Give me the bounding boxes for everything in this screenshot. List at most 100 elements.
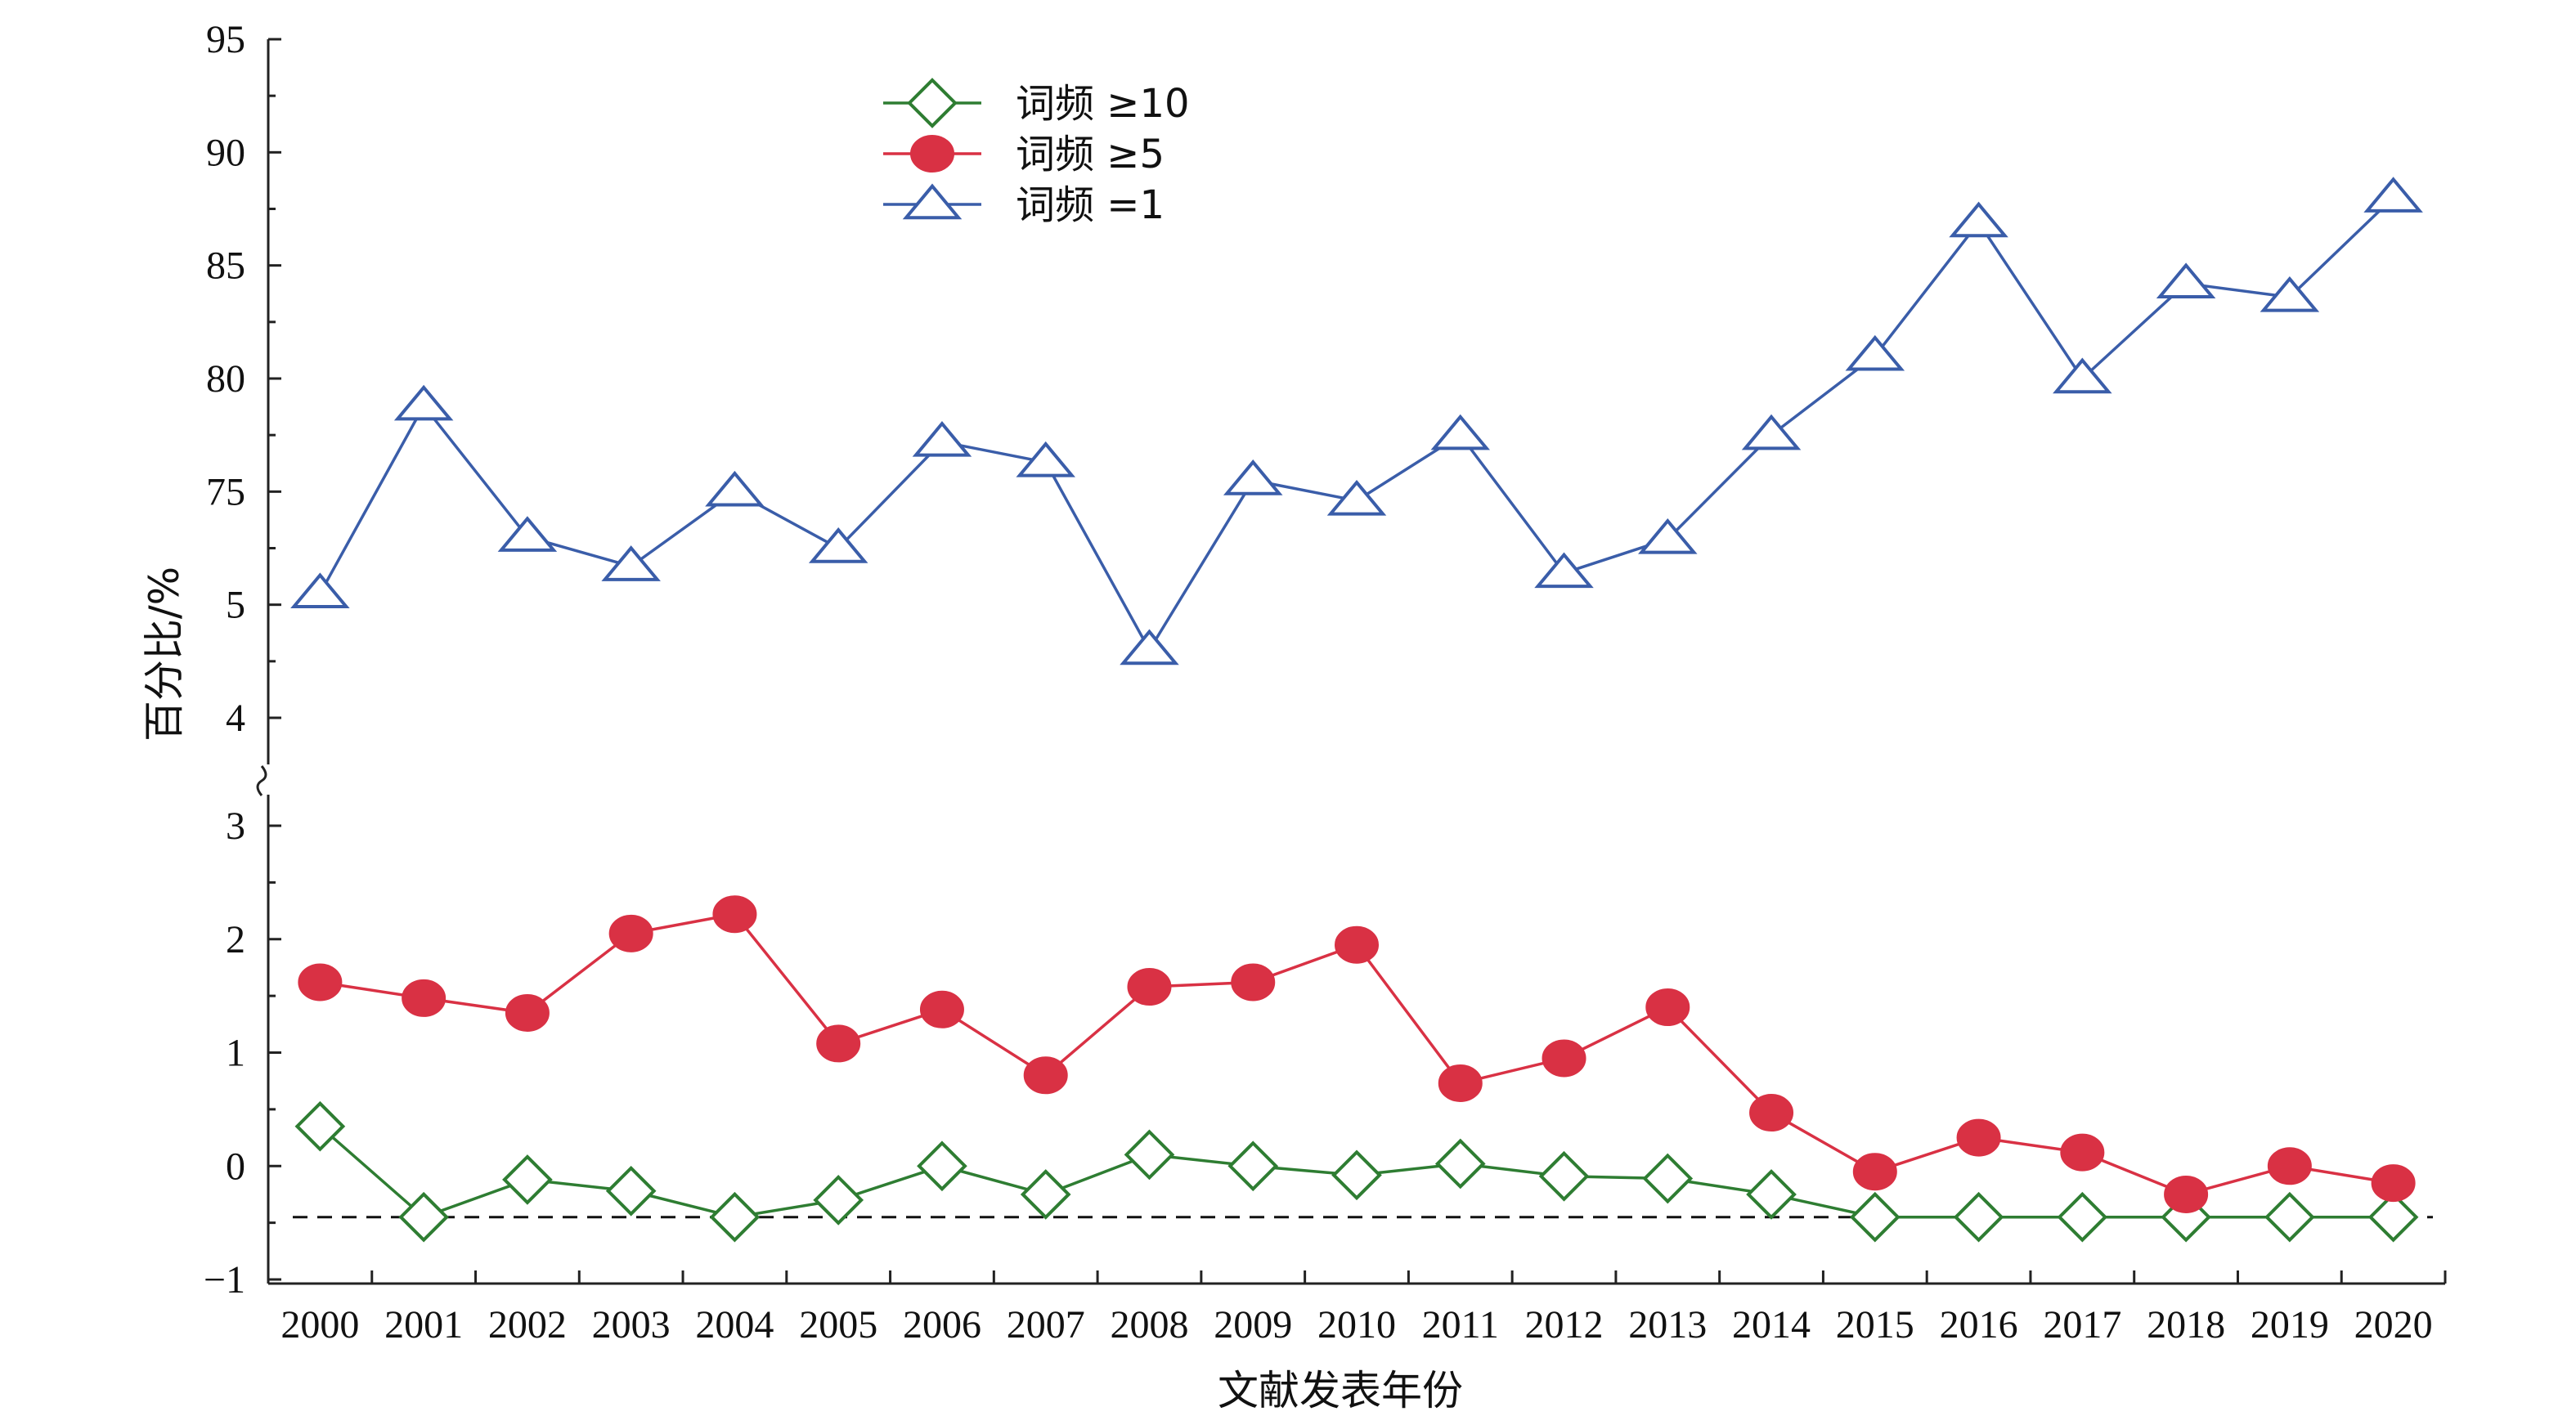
- data-point: [398, 1191, 449, 1243]
- y-tick-label: 75: [206, 470, 245, 513]
- data-point: [1645, 988, 1690, 1026]
- data-point: [2367, 1191, 2419, 1243]
- data-point: [912, 421, 972, 457]
- y-tick-label: 85: [206, 244, 245, 288]
- legend-marker: [910, 135, 954, 173]
- series-line-2: [318, 196, 2394, 653]
- data-point: [705, 470, 765, 507]
- y-tick-label: 5: [226, 584, 245, 627]
- data-point: [2156, 262, 2216, 298]
- data-point: [608, 914, 653, 952]
- data-point: [1223, 459, 1283, 495]
- data-point: [1335, 925, 1379, 964]
- x-axis-title: 文献发表年份: [1218, 1367, 1463, 1414]
- data-point: [1020, 1169, 1071, 1220]
- y-tick-label: 0: [226, 1145, 245, 1188]
- data-point: [808, 527, 868, 563]
- data-point: [2260, 276, 2320, 312]
- x-tick-label: 2017: [2043, 1303, 2121, 1347]
- data-point: [505, 993, 550, 1032]
- y-tick-label: 90: [206, 131, 245, 174]
- y-tick-label: 80: [206, 357, 245, 401]
- data-point: [298, 963, 343, 1002]
- legend-label: 词频 =1: [1016, 182, 1165, 228]
- data-point: [1124, 1129, 1175, 1181]
- x-tick-label: 2003: [592, 1303, 671, 1347]
- data-point: [2164, 1175, 2209, 1213]
- data-point: [2060, 1133, 2105, 1172]
- data-point: [2057, 1191, 2108, 1243]
- data-point: [1438, 1064, 1483, 1102]
- data-point: [1542, 1039, 1586, 1078]
- x-tick-label: 2014: [1732, 1303, 1811, 1347]
- x-tick-label: 2020: [2354, 1303, 2433, 1347]
- data-point: [1231, 963, 1276, 1002]
- y-axis-title: 百分比/%: [141, 567, 188, 742]
- data-point: [497, 516, 558, 552]
- y-tick-label: −1: [204, 1258, 245, 1302]
- axis-break-mark: [256, 765, 267, 796]
- data-point: [1326, 479, 1387, 516]
- data-point: [813, 1175, 864, 1226]
- x-tick-label: 2000: [280, 1303, 359, 1347]
- x-tick-label: 2013: [1628, 1303, 1707, 1347]
- x-tick-label: 2016: [1940, 1303, 2018, 1347]
- data-point: [1534, 552, 1594, 589]
- x-tick-label: 2011: [1422, 1303, 1499, 1347]
- x-tick-label: 2004: [695, 1303, 774, 1347]
- data-point: [1538, 1150, 1590, 1202]
- data-point: [1741, 414, 1802, 450]
- legend-marker: [902, 183, 963, 220]
- data-point: [601, 545, 661, 581]
- y-tick-label: 2: [226, 918, 245, 961]
- data-point: [2053, 357, 2112, 394]
- data-point: [1023, 1056, 1068, 1095]
- data-point: [290, 572, 350, 609]
- x-tick-label: 2001: [384, 1303, 463, 1347]
- x-tick-label: 2018: [2147, 1303, 2225, 1347]
- x-tick-label: 2005: [799, 1303, 877, 1347]
- data-point: [1120, 629, 1179, 665]
- data-point: [816, 1024, 861, 1063]
- data-point: [1956, 1118, 2001, 1157]
- data-point: [917, 1140, 967, 1192]
- data-point: [1746, 1169, 1797, 1220]
- data-point: [1227, 1140, 1279, 1192]
- data-point: [1849, 1191, 1901, 1243]
- x-tick-label: 2010: [1317, 1303, 1396, 1347]
- y-tick-label: 1: [226, 1032, 245, 1075]
- data-point: [2371, 1164, 2416, 1203]
- data-point: [2267, 1147, 2312, 1185]
- data-point: [402, 979, 447, 1017]
- data-point: [712, 895, 757, 934]
- data-point: [709, 1191, 761, 1243]
- legend-label: 词频 ≥10: [1016, 81, 1190, 127]
- x-tick-label: 2015: [1836, 1303, 1914, 1347]
- data-point: [1953, 1191, 2004, 1243]
- x-tick-label: 2006: [903, 1303, 981, 1347]
- legend-marker: [907, 78, 958, 128]
- data-point: [1331, 1149, 1382, 1201]
- y-tick-label: 4: [226, 697, 245, 740]
- x-tick-label: 2009: [1214, 1303, 1292, 1347]
- y-tick-label: 95: [206, 18, 245, 61]
- data-point: [1949, 201, 2008, 238]
- data-point: [1749, 1094, 1794, 1132]
- legend-label: 词频 ≥5: [1016, 132, 1165, 177]
- data-point: [919, 990, 964, 1028]
- data-point: [2363, 177, 2423, 213]
- data-point: [1638, 518, 1698, 554]
- data-point: [605, 1165, 657, 1217]
- data-point: [2264, 1191, 2315, 1243]
- data-point: [1016, 441, 1075, 477]
- x-tick-label: 2008: [1110, 1303, 1188, 1347]
- x-tick-label: 2002: [488, 1303, 567, 1347]
- x-tick-label: 2012: [1525, 1303, 1604, 1347]
- data-point: [1430, 414, 1491, 450]
- data-point: [1127, 968, 1172, 1006]
- data-point: [1642, 1153, 1694, 1204]
- x-tick-label: 2019: [2251, 1303, 2329, 1347]
- data-point: [294, 1100, 346, 1152]
- data-point: [502, 1154, 553, 1205]
